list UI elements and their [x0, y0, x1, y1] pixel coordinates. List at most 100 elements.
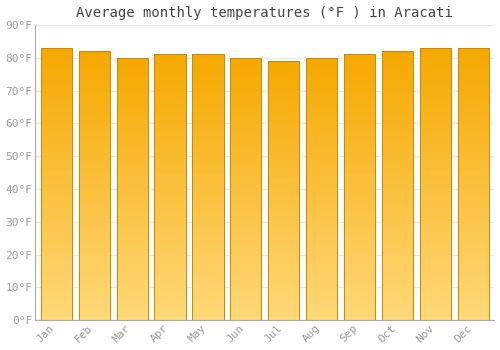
- Bar: [230, 117, 262, 120]
- Bar: [116, 133, 148, 136]
- Bar: [344, 187, 376, 191]
- Bar: [116, 307, 148, 310]
- Bar: [40, 75, 72, 78]
- Bar: [116, 84, 148, 87]
- Bar: [458, 228, 489, 232]
- Bar: [458, 262, 489, 266]
- Bar: [230, 61, 262, 64]
- Bar: [306, 58, 338, 320]
- Bar: [78, 105, 110, 108]
- Bar: [192, 260, 224, 264]
- Bar: [192, 171, 224, 174]
- Bar: [40, 85, 72, 89]
- Bar: [116, 258, 148, 261]
- Bar: [154, 107, 186, 111]
- Bar: [458, 75, 489, 78]
- Bar: [420, 286, 451, 290]
- Bar: [116, 310, 148, 314]
- Bar: [420, 279, 451, 283]
- Bar: [382, 260, 413, 263]
- Bar: [116, 265, 148, 268]
- Bar: [344, 297, 376, 300]
- Bar: [268, 171, 300, 174]
- Bar: [268, 84, 300, 87]
- Bar: [420, 150, 451, 153]
- Bar: [230, 225, 262, 229]
- Bar: [40, 242, 72, 245]
- Bar: [268, 288, 300, 291]
- Bar: [268, 256, 300, 259]
- Bar: [382, 206, 413, 209]
- Bar: [40, 96, 72, 99]
- Bar: [116, 235, 148, 238]
- Bar: [192, 84, 224, 88]
- Bar: [306, 143, 338, 146]
- Bar: [154, 177, 186, 181]
- Bar: [420, 99, 451, 102]
- Bar: [268, 165, 300, 168]
- Bar: [78, 196, 110, 199]
- Bar: [40, 99, 72, 102]
- Bar: [382, 139, 413, 142]
- Bar: [154, 71, 186, 74]
- Bar: [382, 55, 413, 58]
- Bar: [458, 201, 489, 204]
- Bar: [458, 89, 489, 92]
- Bar: [192, 127, 224, 131]
- Bar: [268, 178, 300, 181]
- Bar: [154, 257, 186, 260]
- Bar: [192, 194, 224, 197]
- Bar: [458, 102, 489, 106]
- Bar: [78, 55, 110, 58]
- Bar: [344, 121, 376, 124]
- Bar: [40, 245, 72, 249]
- Bar: [344, 167, 376, 171]
- Bar: [78, 82, 110, 85]
- Bar: [154, 294, 186, 297]
- Bar: [382, 300, 413, 303]
- Bar: [230, 68, 262, 71]
- Bar: [154, 64, 186, 68]
- Bar: [268, 249, 300, 252]
- Bar: [306, 107, 338, 110]
- Bar: [420, 235, 451, 239]
- Bar: [192, 300, 224, 304]
- Bar: [268, 93, 300, 97]
- Bar: [40, 286, 72, 290]
- Bar: [458, 239, 489, 242]
- Bar: [154, 81, 186, 84]
- Bar: [306, 163, 338, 166]
- Bar: [116, 71, 148, 74]
- Bar: [154, 174, 186, 177]
- Bar: [420, 116, 451, 119]
- Bar: [154, 127, 186, 131]
- Bar: [154, 244, 186, 247]
- Bar: [116, 278, 148, 281]
- Bar: [230, 294, 262, 297]
- Bar: [192, 217, 224, 220]
- Bar: [382, 243, 413, 246]
- Bar: [40, 232, 72, 235]
- Bar: [420, 82, 451, 85]
- Bar: [78, 246, 110, 250]
- Bar: [78, 253, 110, 256]
- Bar: [230, 58, 262, 320]
- Bar: [382, 230, 413, 233]
- Bar: [306, 84, 338, 87]
- Bar: [458, 218, 489, 222]
- Bar: [40, 222, 72, 225]
- Bar: [382, 162, 413, 166]
- Bar: [116, 189, 148, 192]
- Bar: [306, 196, 338, 199]
- Bar: [154, 237, 186, 240]
- Bar: [40, 123, 72, 126]
- Bar: [344, 151, 376, 154]
- Bar: [78, 58, 110, 61]
- Bar: [382, 182, 413, 186]
- Bar: [116, 61, 148, 64]
- Bar: [420, 283, 451, 286]
- Bar: [268, 145, 300, 148]
- Bar: [268, 74, 300, 77]
- Bar: [230, 186, 262, 189]
- Bar: [192, 61, 224, 64]
